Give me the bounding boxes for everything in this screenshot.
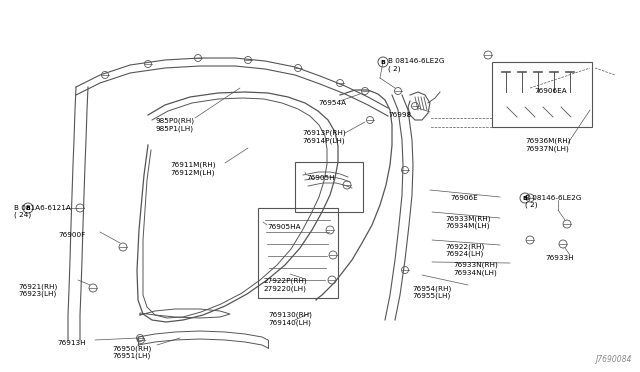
Text: 76933N(RH)
76934N(LH): 76933N(RH) 76934N(LH) <box>453 262 498 276</box>
Text: 76950(RH)
76951(LH): 76950(RH) 76951(LH) <box>112 345 151 359</box>
Text: B: B <box>523 196 527 201</box>
Text: 27922P(RH)
279220(LH): 27922P(RH) 279220(LH) <box>263 278 307 292</box>
Text: J7690084: J7690084 <box>596 355 632 364</box>
Text: 985P0(RH)
985P1(LH): 985P0(RH) 985P1(LH) <box>155 118 194 132</box>
Text: 76933H: 76933H <box>545 255 573 261</box>
Text: B 081A6-6121A
( 24): B 081A6-6121A ( 24) <box>14 205 71 218</box>
Text: 76906E: 76906E <box>450 195 477 201</box>
Text: 76905H: 76905H <box>306 175 335 181</box>
Text: 76913H: 76913H <box>57 340 86 346</box>
Text: 76922(RH)
76924(LH): 76922(RH) 76924(LH) <box>445 243 484 257</box>
Text: 76905HA: 76905HA <box>267 224 301 230</box>
Text: 76954A: 76954A <box>318 100 346 106</box>
Text: 76921(RH)
76923(LH): 76921(RH) 76923(LH) <box>18 283 57 297</box>
Text: B: B <box>381 60 385 64</box>
Text: 76900F: 76900F <box>58 232 85 238</box>
Text: B 08146-6LE2G
( 2): B 08146-6LE2G ( 2) <box>525 195 582 208</box>
Text: B: B <box>26 205 31 211</box>
Bar <box>258 208 338 298</box>
Text: 769130(RH)
769140(LH): 769130(RH) 769140(LH) <box>268 312 312 326</box>
Text: 76954(RH)
76955(LH): 76954(RH) 76955(LH) <box>412 285 451 299</box>
Text: 76998: 76998 <box>388 112 411 118</box>
Text: 76936M(RH)
76937N(LH): 76936M(RH) 76937N(LH) <box>525 138 570 152</box>
Bar <box>295 162 363 212</box>
Text: 76911M(RH)
76912M(LH): 76911M(RH) 76912M(LH) <box>170 162 216 176</box>
Text: 76906EA: 76906EA <box>534 88 567 94</box>
Text: 76933M(RH)
76934M(LH): 76933M(RH) 76934M(LH) <box>445 215 490 229</box>
Text: 76913P(RH)
76914P(LH): 76913P(RH) 76914P(LH) <box>302 130 346 144</box>
Text: B 08146-6LE2G
( 2): B 08146-6LE2G ( 2) <box>388 58 445 71</box>
Bar <box>492 62 592 127</box>
